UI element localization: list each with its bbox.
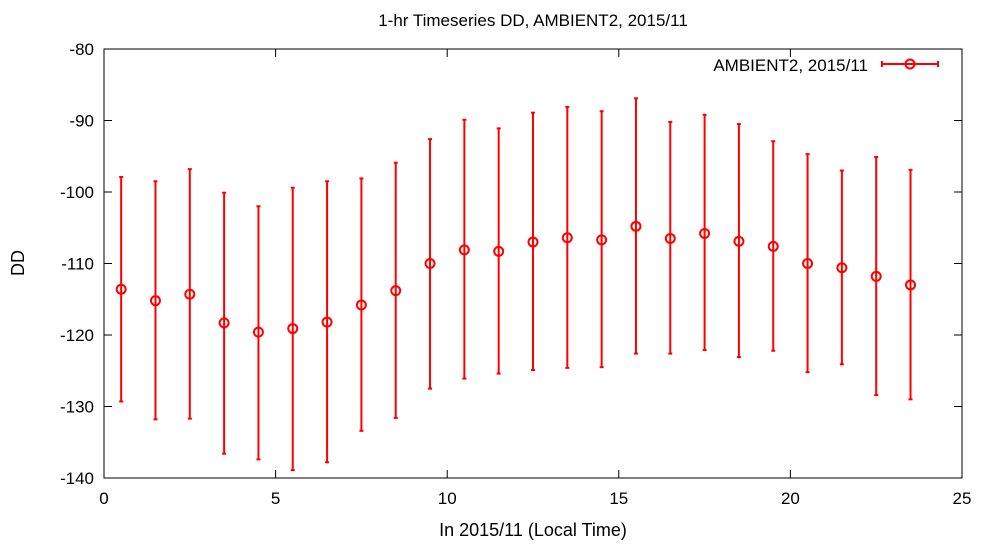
data-point <box>390 285 402 297</box>
data-point <box>596 234 608 246</box>
chart-title: 1-hr Timeseries DD, AMBIENT2, 2015/11 <box>378 11 688 30</box>
error-bars <box>119 97 913 472</box>
y-tick-label: -140 <box>60 469 94 488</box>
legend-marker <box>904 58 916 70</box>
y-axis-title: DD <box>8 250 28 276</box>
data-point <box>115 283 127 295</box>
legend-label: AMBIENT2, 2015/11 <box>713 56 868 75</box>
x-axis-title: In 2015/11 (Local Time) <box>439 520 627 540</box>
x-tick-label: 15 <box>609 489 628 508</box>
data-point <box>355 299 367 311</box>
x-tick-label: 0 <box>99 489 108 508</box>
legend: AMBIENT2, 2015/11 <box>713 56 939 75</box>
y-tick-label: -130 <box>60 398 94 417</box>
y-tick-label: -90 <box>69 112 94 131</box>
data-point <box>664 232 676 244</box>
data-point <box>733 235 745 247</box>
data-point <box>699 227 711 239</box>
legend-sample <box>881 58 939 70</box>
x-tick-label: 20 <box>781 489 800 508</box>
data-point <box>561 232 573 244</box>
data-point <box>836 262 848 274</box>
data-point <box>630 220 642 232</box>
data-points <box>115 220 917 338</box>
data-point <box>184 288 196 300</box>
data-point <box>870 270 882 282</box>
y-tick-label: -100 <box>60 183 94 202</box>
data-point <box>287 323 299 335</box>
axis-tick-labels: 0 5 10 15 20 25 -140 -130 -120 -110 -100 -90 -80 <box>60 40 971 508</box>
data-point <box>218 317 230 329</box>
axis-ticks <box>103 48 963 479</box>
data-point <box>424 258 436 269</box>
data-point <box>321 316 333 328</box>
data-point <box>527 236 539 248</box>
data-point <box>802 258 814 269</box>
y-tick-label: -80 <box>69 40 94 59</box>
data-point <box>458 244 470 256</box>
data-point <box>493 245 505 257</box>
data-point <box>149 295 161 307</box>
x-tick-label: 10 <box>438 489 457 508</box>
data-point <box>252 326 264 338</box>
data-point <box>905 279 917 291</box>
x-tick-label: 5 <box>271 489 280 508</box>
x-tick-label: 25 <box>953 489 972 508</box>
y-tick-label: -110 <box>61 255 94 274</box>
data-point <box>767 240 779 252</box>
y-tick-label: -120 <box>60 326 94 345</box>
